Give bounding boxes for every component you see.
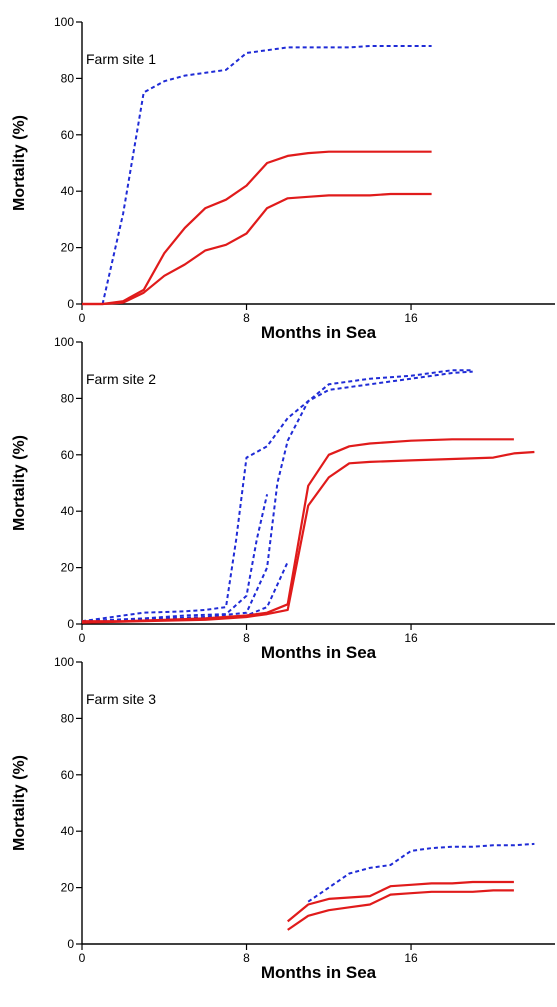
y-tick-label: 100 <box>54 655 74 669</box>
x-tick-label: 16 <box>404 951 418 965</box>
solid-red-series-line <box>287 889 514 931</box>
x-axis-label: Months in Sea <box>261 963 377 982</box>
x-axis-label: Months in Sea <box>261 323 377 342</box>
solid-red-series-line <box>82 150 432 306</box>
solid-red-series-line <box>82 192 432 306</box>
y-tick-label: 40 <box>61 504 75 518</box>
y-tick-label: 0 <box>67 937 74 951</box>
dashed-blue-series-line <box>81 561 289 623</box>
x-tick-label: 0 <box>79 631 86 645</box>
y-tick-label: 40 <box>61 824 75 838</box>
x-axis-label: Months in Sea <box>261 643 377 662</box>
y-axis-label: Mortality (%) <box>11 755 28 851</box>
dashed-blue-series-line <box>307 842 535 903</box>
y-tick-label: 0 <box>67 617 74 631</box>
x-tick-label: 8 <box>243 631 250 645</box>
y-tick-label: 100 <box>54 335 74 349</box>
y-tick-label: 60 <box>61 768 75 782</box>
solid-red-series-line <box>287 880 514 923</box>
x-tick-label: 8 <box>243 951 250 965</box>
y-tick-label: 80 <box>61 711 75 725</box>
panel-title: Farm site 3 <box>86 691 156 707</box>
x-tick-label: 16 <box>404 311 418 325</box>
dashed-blue-series-line <box>81 369 473 623</box>
solid-red-series-line <box>81 450 535 624</box>
y-tick-label: 60 <box>61 448 75 462</box>
y-tick-label: 80 <box>61 71 75 85</box>
y-axis-label: Mortality (%) <box>11 115 28 211</box>
solid-red-series-line <box>82 438 514 623</box>
y-tick-label: 0 <box>67 297 74 311</box>
panel-title: Farm site 1 <box>86 51 156 67</box>
dashed-blue-series-line <box>101 45 432 305</box>
x-tick-label: 8 <box>243 311 250 325</box>
y-tick-label: 20 <box>61 561 75 575</box>
y-tick-label: 60 <box>61 128 75 142</box>
panel-title: Farm site 2 <box>86 371 156 387</box>
y-axis-label: Mortality (%) <box>11 435 28 531</box>
panel-2: 0 20 40 60 80 100 0 8 16 Months in Sea Mortality (… <box>11 335 555 662</box>
y-tick-label: 80 <box>61 391 75 405</box>
y-tick-label: 20 <box>61 881 75 895</box>
y-tick-label: 20 <box>61 241 75 255</box>
dashed-blue-series-line <box>81 370 473 623</box>
x-tick-label: 0 <box>79 311 86 325</box>
y-tick-label: 40 <box>61 184 75 198</box>
panel-1: 0 20 40 60 80 100 0 8 16 Months in Sea Mortality (… <box>11 15 555 342</box>
x-tick-label: 16 <box>404 631 418 645</box>
y-tick-label: 100 <box>54 15 74 29</box>
panel-3: 0 20 40 60 80 100 0 8 16 Months in Sea Mortality (… <box>11 655 555 982</box>
x-tick-label: 0 <box>79 951 86 965</box>
